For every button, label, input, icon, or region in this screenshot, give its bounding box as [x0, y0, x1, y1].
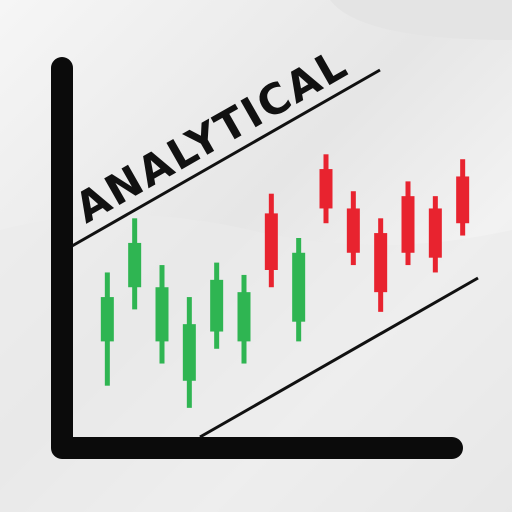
candle-body — [401, 196, 415, 253]
candle-body — [155, 287, 169, 342]
candles-group — [100, 154, 470, 408]
candle-body — [264, 213, 278, 270]
candle-body — [428, 208, 442, 258]
candle-body — [292, 252, 306, 322]
trend-channel-upper — [71, 68, 381, 248]
axis-line — [51, 57, 463, 459]
candle-body — [374, 233, 388, 293]
candle-body — [182, 324, 196, 381]
candle-body — [237, 292, 251, 342]
candle-body — [456, 176, 470, 224]
candle-body — [100, 297, 114, 342]
trend-channel-lower — [199, 276, 479, 439]
candle-body — [128, 242, 142, 288]
candle-body — [319, 169, 333, 209]
candle-body — [346, 208, 360, 253]
candle-body — [210, 279, 224, 332]
chart-title: ANALYTICAL — [67, 39, 356, 233]
background-shape — [330, 0, 512, 40]
